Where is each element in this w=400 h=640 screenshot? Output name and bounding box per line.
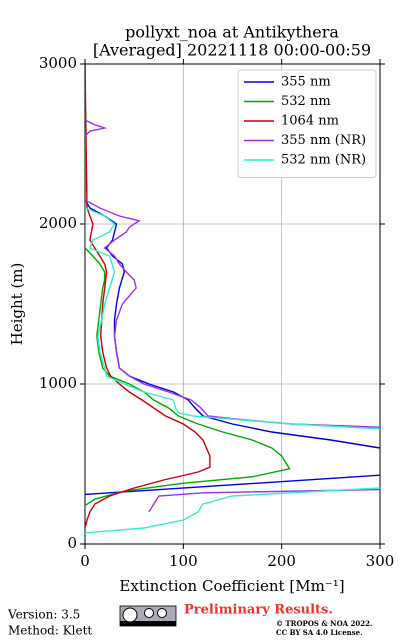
y-tick-label: 2000 [39,214,77,232]
data-line [85,119,380,513]
legend-label: 355 nm [281,75,331,90]
copyright: © TROPOS & NOA 2022. [276,619,372,628]
chart-title: pollyxt_noa at Antikythera [125,23,339,42]
data-line [85,64,211,529]
license-badge [119,605,177,627]
version: Version: 3.5 [7,608,80,622]
x-axis-label: Extinction Coefficient [Mm⁻¹] [119,577,344,595]
x-tick-label: 300 [366,552,395,570]
legend-label: 532 nm (NR) [281,153,366,168]
x-tick-label: 0 [80,552,90,570]
chart-subtitle: [Averaged] 20221118 00:00-00:59 [93,41,371,60]
y-tick-label: 0 [67,534,77,552]
legend-label: 1064 nm [281,114,339,129]
x-tick-label: 100 [169,552,198,570]
y-axis-label: Height (m) [8,263,26,346]
license: CC BY SA 4.0 License. [276,628,363,637]
y-tick-label: 1000 [39,374,77,392]
x-tick-label: 200 [267,552,296,570]
plot-frame [84,63,381,545]
data-line [85,207,380,534]
status: Preliminary Results. [184,603,333,618]
method: Method: Klett [8,624,92,638]
legend-label: 532 nm [281,94,331,109]
y-tick-label: 3000 [39,54,77,72]
legend-label: 355 nm (NR) [281,133,366,148]
legend-box [237,69,377,178]
